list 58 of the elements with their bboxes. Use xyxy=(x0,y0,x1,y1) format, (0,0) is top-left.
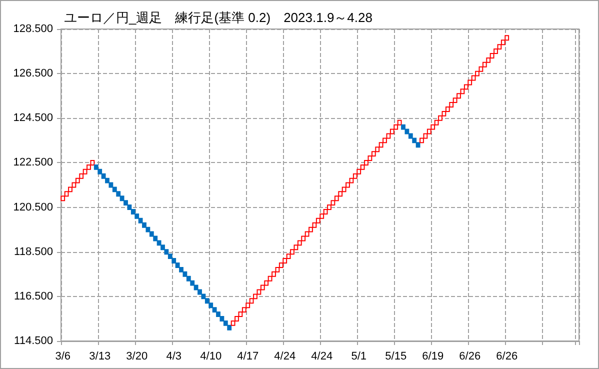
candlestick xyxy=(504,35,510,41)
candlestick xyxy=(423,133,428,139)
candlestick xyxy=(198,289,202,295)
candlestick xyxy=(260,284,265,290)
candlestick xyxy=(264,280,269,286)
candlestick xyxy=(349,178,354,184)
candlestick xyxy=(404,128,410,134)
y-tick-label: 128.500 xyxy=(13,23,53,35)
candlestick xyxy=(390,128,394,134)
candlestick xyxy=(468,80,472,86)
candlestick xyxy=(227,324,232,330)
candlestick xyxy=(408,133,413,139)
y-tick-label: 126.500 xyxy=(13,68,53,80)
x-tick-label: 4/24 xyxy=(311,350,333,362)
y-tick-label: 118.500 xyxy=(14,246,53,258)
candlestick xyxy=(105,178,110,184)
candlestick xyxy=(190,280,195,286)
x-tick-label: 5/15 xyxy=(385,350,407,362)
x-tick-label: 6/26 xyxy=(496,350,518,362)
y-tick-label: 116.500 xyxy=(14,290,53,302)
x-tick-label: 4/10 xyxy=(200,350,222,362)
y-tick-label: 124.500 xyxy=(13,112,53,124)
x-tick-label: 6/19 xyxy=(422,350,444,362)
candlestick xyxy=(68,186,72,192)
x-tick-label: 4/3 xyxy=(166,350,182,362)
candlestick xyxy=(194,284,198,290)
candlestick xyxy=(230,320,236,326)
candlestick xyxy=(156,240,162,246)
candlestick xyxy=(153,236,158,242)
x-tick-label: 6/26 xyxy=(459,350,481,362)
candlestick xyxy=(72,182,76,188)
candlestick xyxy=(108,182,114,188)
chart-title: ユーロ／円_週足 練行足(基準 0.2) 2023.1.9～4.28 xyxy=(64,10,372,25)
candlestick xyxy=(297,240,302,246)
candlestick xyxy=(386,133,391,139)
candlestick xyxy=(430,124,436,130)
y-tick-label: 122.500 xyxy=(13,156,53,169)
candlestick xyxy=(256,289,262,295)
candlestick xyxy=(342,186,346,192)
x-tick-label: 3/6 xyxy=(55,350,70,362)
x-tick-label: 5/1 xyxy=(351,350,366,362)
x-tick-label: 3/13 xyxy=(89,350,111,362)
x-tick-label: 4/24 xyxy=(274,350,296,362)
y-tick-label: 120.500 xyxy=(13,201,53,214)
candlestick xyxy=(112,186,117,192)
candlestick xyxy=(301,236,306,242)
candlestick xyxy=(304,231,310,237)
x-tick-label: 3/20 xyxy=(126,350,148,362)
candlestick xyxy=(401,124,406,130)
candlestick xyxy=(471,75,476,81)
candlestick xyxy=(464,84,468,90)
candlestick xyxy=(426,128,432,134)
x-tick-label: 4/17 xyxy=(237,350,259,362)
candlestick xyxy=(346,182,350,188)
y-tick-label: 114.500 xyxy=(14,335,53,347)
candlestick xyxy=(394,124,398,130)
candlestick xyxy=(149,231,154,237)
candlestick xyxy=(75,178,80,184)
